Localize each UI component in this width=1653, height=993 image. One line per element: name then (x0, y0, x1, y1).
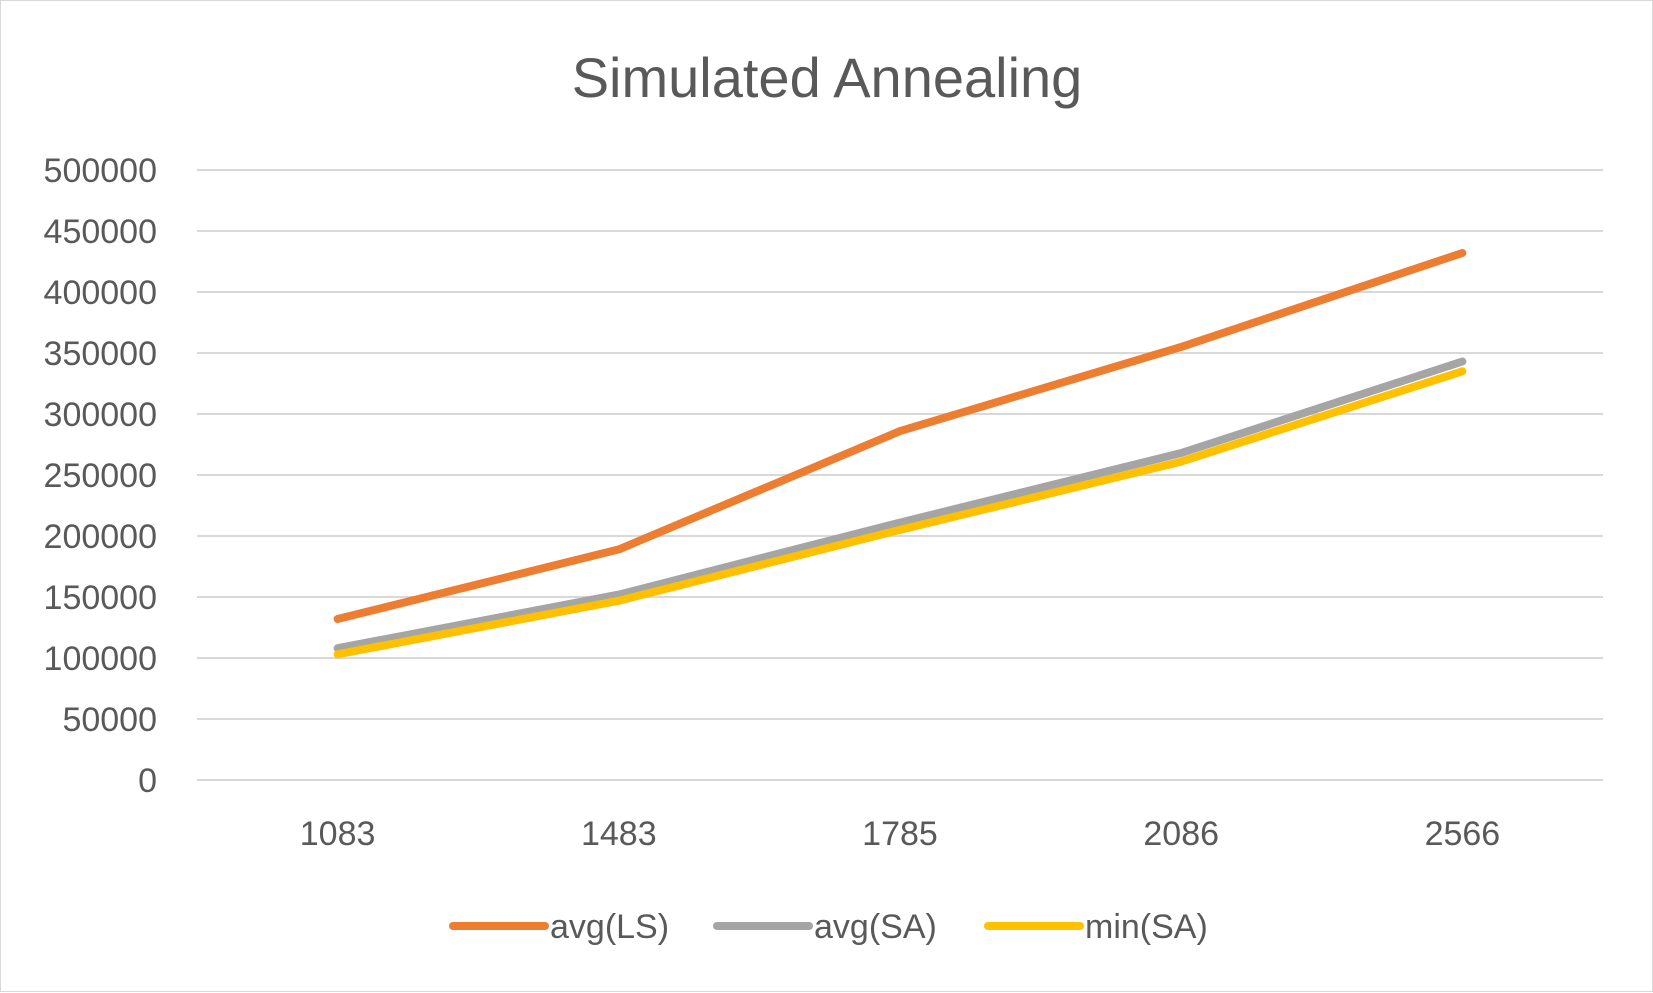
legend-label: min(SA) (1085, 908, 1208, 946)
y-tick-label: 50000 (62, 701, 157, 739)
y-tick-label: 100000 (44, 640, 157, 678)
series-line-2 (333, 357, 1467, 653)
y-axis-tick-labels: 0 50000 100000 150000 200000 250000 300000 3500… (44, 152, 157, 800)
legend-label: avg(LS) (550, 908, 669, 946)
series-lines (333, 249, 1467, 659)
gridlines (197, 169, 1603, 781)
x-tick-label: 1483 (581, 815, 657, 853)
y-tick-label: 500000 (44, 152, 157, 190)
y-tick-label: 450000 (44, 213, 157, 251)
y-tick-label: 0 (138, 762, 157, 800)
y-tick-label: 300000 (44, 396, 157, 434)
x-tick-label: 1785 (862, 815, 938, 853)
series-line-3 (333, 367, 1467, 659)
y-tick-label: 350000 (44, 335, 157, 373)
y-tick-label: 400000 (44, 274, 157, 312)
y-tick-label: 150000 (44, 579, 157, 617)
legend-label: avg(SA) (814, 908, 937, 946)
x-tick-label: 2566 (1425, 815, 1501, 853)
chart-title: Simulated Annealing (572, 46, 1083, 109)
y-tick-label: 200000 (44, 518, 157, 556)
y-tick-label: 250000 (44, 457, 157, 495)
x-tick-label: 2086 (1143, 815, 1219, 853)
series-line-1 (333, 249, 1467, 623)
x-axis-tick-labels: 1083 1483 1785 2086 2566 (300, 815, 1500, 853)
x-tick-label: 1083 (300, 815, 376, 853)
legend: avg(LS) avg(SA) min(SA) (449, 908, 1208, 946)
